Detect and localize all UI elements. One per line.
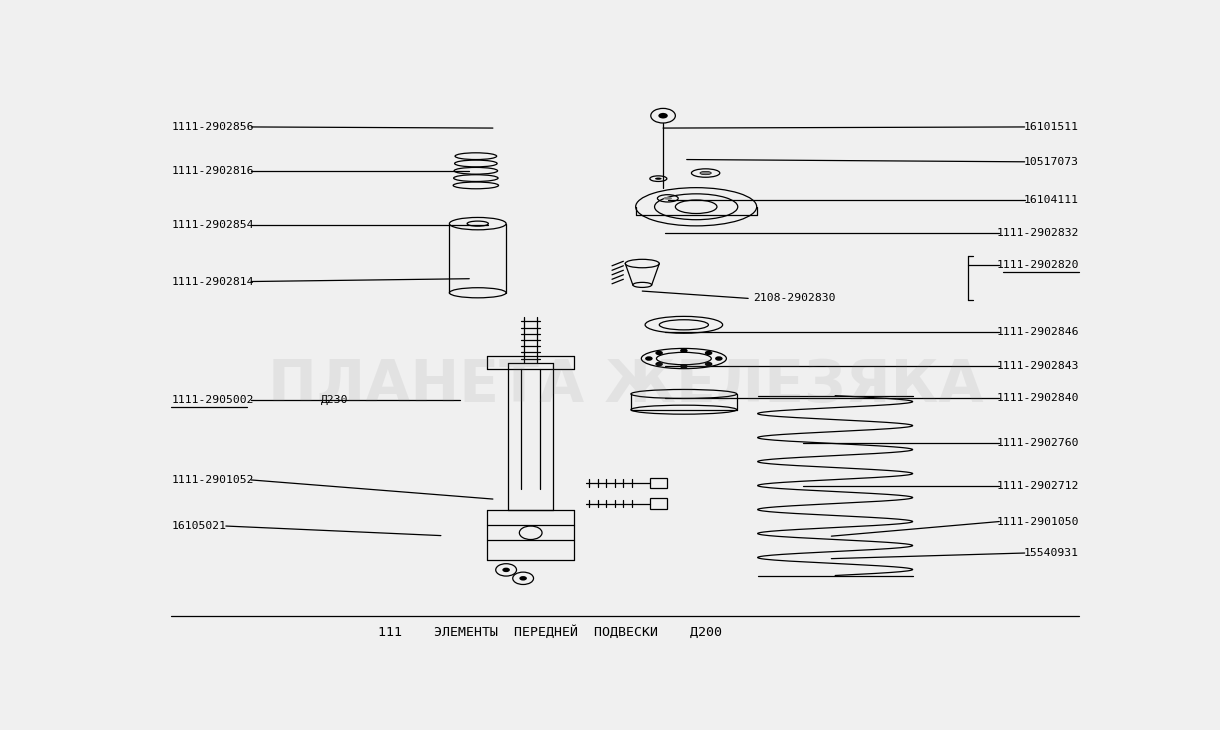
Circle shape: [715, 356, 722, 361]
Text: 1111-2902820: 1111-2902820: [997, 260, 1080, 269]
Text: 1111-2901052: 1111-2901052: [171, 475, 254, 485]
Bar: [650, 478, 667, 488]
Text: 1111-2902854: 1111-2902854: [171, 220, 254, 230]
Ellipse shape: [664, 197, 672, 200]
Text: 1111-2902832: 1111-2902832: [997, 228, 1080, 238]
Text: 16105021: 16105021: [171, 521, 227, 531]
Text: 1111-2902814: 1111-2902814: [171, 277, 254, 286]
Text: 2108-2902830: 2108-2902830: [753, 293, 836, 304]
Text: 1111-2905002: 1111-2905002: [171, 395, 254, 404]
Circle shape: [655, 362, 662, 366]
Circle shape: [655, 350, 662, 356]
Text: 1111-2902843: 1111-2902843: [997, 361, 1080, 371]
Circle shape: [705, 350, 712, 356]
Text: 10517073: 10517073: [1024, 157, 1080, 166]
Circle shape: [705, 362, 712, 366]
Text: 16101511: 16101511: [1024, 122, 1080, 132]
Text: 1111-2902816: 1111-2902816: [171, 166, 254, 176]
Circle shape: [680, 364, 688, 369]
Ellipse shape: [655, 177, 661, 180]
Text: 1111-2902856: 1111-2902856: [171, 122, 254, 132]
Text: Д230: Д230: [321, 394, 348, 404]
Text: 1111-2901050: 1111-2901050: [997, 517, 1080, 526]
Circle shape: [645, 356, 653, 361]
Text: 111    ЭЛЕМЕНТЫ  ПЕРЕДНЕЙ  ПОДВЕСКИ    Д200: 111 ЭЛЕМЕНТЫ ПЕРЕДНЕЙ ПОДВЕСКИ Д200: [378, 625, 721, 639]
Text: ПЛАНЕТА ЖЕЛЕЗЯКА: ПЛАНЕТА ЖЕЛЕЗЯКА: [267, 357, 983, 414]
Text: 1111-2902760: 1111-2902760: [997, 438, 1080, 447]
Circle shape: [503, 568, 510, 572]
Circle shape: [680, 348, 688, 353]
Ellipse shape: [700, 172, 711, 174]
Text: 15540931: 15540931: [1024, 548, 1080, 558]
Text: 1111-2902840: 1111-2902840: [997, 393, 1080, 403]
Text: 16104111: 16104111: [1024, 195, 1080, 205]
Bar: [650, 499, 667, 509]
Circle shape: [520, 576, 527, 580]
Text: 1111-2902846: 1111-2902846: [997, 327, 1080, 337]
Text: 1111-2902712: 1111-2902712: [997, 480, 1080, 491]
Circle shape: [659, 113, 667, 118]
